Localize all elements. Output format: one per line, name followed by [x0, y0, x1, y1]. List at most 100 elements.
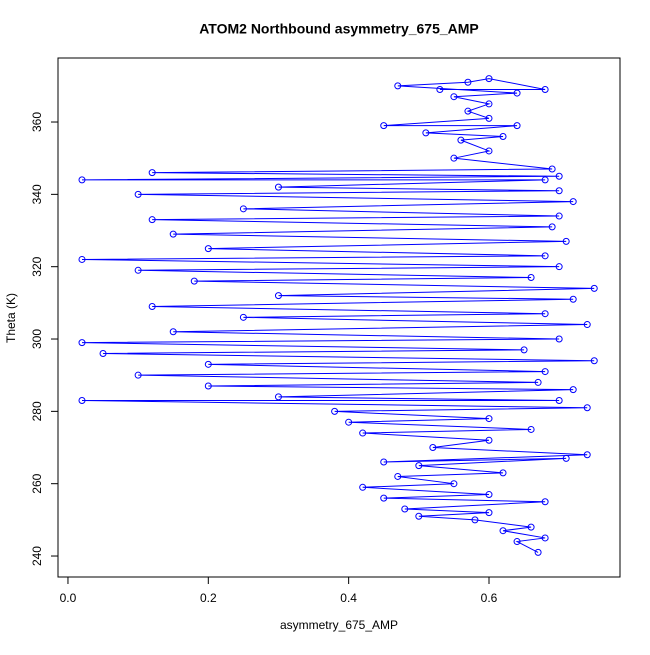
data-point [359, 429, 367, 437]
data-point [562, 454, 570, 462]
data-point [485, 415, 493, 423]
y-tick-label: 240 [30, 546, 44, 566]
data-point [436, 85, 444, 93]
data-point [190, 277, 198, 285]
y-tick-label: 300 [30, 329, 44, 349]
data-point [541, 252, 549, 260]
data-point [590, 357, 598, 365]
data-point [541, 534, 549, 542]
data-point [541, 310, 549, 318]
data-point [562, 237, 570, 245]
data-point [569, 295, 577, 303]
data-point [569, 198, 577, 206]
y-tick-label: 280 [30, 401, 44, 421]
data-point [541, 85, 549, 93]
data-point [520, 346, 528, 354]
data-point [534, 548, 542, 556]
data-point [471, 516, 479, 524]
data-point [401, 505, 409, 513]
data-point [457, 136, 465, 144]
data-point [415, 462, 423, 470]
data-line [81, 78, 595, 553]
data-point [527, 425, 535, 433]
y-axis-label: Theta (K) [4, 293, 18, 343]
data-point [204, 382, 212, 390]
data-point [541, 498, 549, 506]
data-point [78, 255, 86, 263]
data-point [527, 523, 535, 531]
data-point [148, 169, 156, 177]
data-point [204, 245, 212, 253]
data-point [239, 205, 247, 213]
data-point [380, 458, 388, 466]
data-point [499, 132, 507, 140]
y-tick-label: 340 [30, 184, 44, 204]
data-point [274, 292, 282, 300]
data-point [134, 371, 142, 379]
data-point [148, 302, 156, 310]
data-point [583, 404, 591, 412]
data-point [485, 100, 493, 108]
chart-title: ATOM2 Northbound asymmetry_675_AMP [199, 21, 479, 37]
data-point [78, 397, 86, 405]
x-tick-label: 0.6 [481, 591, 498, 605]
data-point [169, 230, 177, 238]
data-point [513, 89, 521, 97]
data-point [450, 154, 458, 162]
data-point [541, 176, 549, 184]
data-point [555, 172, 563, 180]
data-point [499, 469, 507, 477]
data-point [380, 122, 388, 130]
plot-frame [57, 57, 621, 578]
data-point [359, 483, 367, 491]
data-point [99, 349, 107, 357]
data-point [169, 328, 177, 336]
data-point [450, 480, 458, 488]
data-point [464, 107, 472, 115]
data-point [541, 368, 549, 376]
data-point [485, 509, 493, 517]
x-tick-label: 0.2 [200, 591, 217, 605]
data-point [555, 263, 563, 271]
data-point [555, 212, 563, 220]
data-point [345, 418, 353, 426]
data-point [464, 78, 472, 86]
data-point [527, 274, 535, 282]
data-point [485, 491, 493, 499]
data-point [380, 494, 388, 502]
data-point [548, 223, 556, 231]
data-point [394, 472, 402, 480]
data-point [331, 407, 339, 415]
data-point [485, 114, 493, 122]
y-tick-label: 360 [30, 112, 44, 132]
data-point [429, 444, 437, 452]
data-point [415, 512, 423, 520]
data-point [394, 82, 402, 90]
data-point [555, 187, 563, 195]
y-tick-label: 320 [30, 256, 44, 276]
data-point [78, 339, 86, 347]
data-point [555, 335, 563, 343]
data-point [274, 183, 282, 191]
data-point [499, 527, 507, 535]
data-point [148, 216, 156, 224]
data-point [534, 378, 542, 386]
data-point [583, 451, 591, 459]
data-point [590, 284, 598, 292]
data-point [555, 397, 563, 405]
data-point [78, 176, 86, 184]
y-tick-label: 260 [30, 473, 44, 493]
data-point [450, 93, 458, 101]
data-point [204, 360, 212, 368]
data-point [422, 129, 430, 137]
data-point [548, 165, 556, 173]
data-point [485, 75, 493, 83]
x-tick-label: 0.4 [340, 591, 357, 605]
x-axis-label: asymmetry_675_AMP [280, 618, 398, 632]
x-tick-label: 0.0 [60, 591, 77, 605]
data-point [134, 266, 142, 274]
data-point [485, 147, 493, 155]
data-point [239, 313, 247, 321]
